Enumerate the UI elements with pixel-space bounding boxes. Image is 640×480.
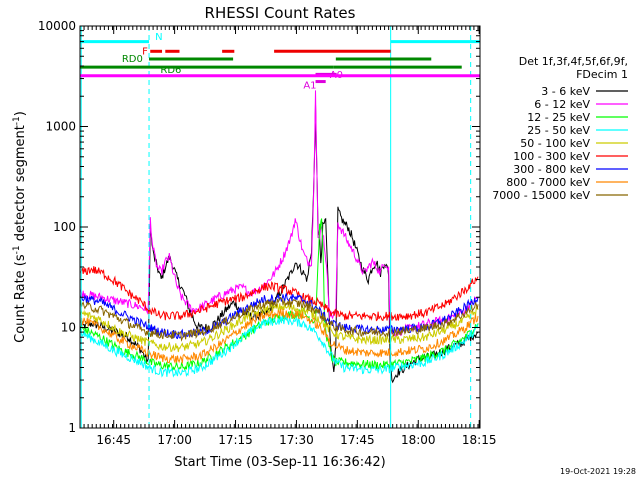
legend-entry-label: 50 - 100 keV [520,137,590,150]
x-tick-label: 17:30 [279,433,314,447]
series-line-3-6keV [80,104,479,384]
x-tick-label: 16:45 [96,433,131,447]
x-tick-label: 17:00 [157,433,192,447]
series-line-6-12keV [80,90,479,337]
chart-title: RHESSI Count Rates [205,4,356,22]
series-line-100-300keV [80,266,479,322]
flag-label-rd0: RD0 [122,54,143,65]
x-tick-label: 18:15 [462,433,497,447]
legend-entry-label: 25 - 50 keV [527,124,590,137]
legend: Det 1f,3f,4f,5f,6f,9f, FDecim 1 3 - 6 ke… [492,55,628,202]
spacecraft-flag-bars: NFRD0RD6A0A1 [80,32,480,92]
plot-frame [79,25,481,429]
x-tick-label: 17:45 [340,433,375,447]
legend-entry-label: 6 - 12 keV [534,98,590,111]
series-line-300-800keV [80,293,479,340]
series-line-25-50keV [80,314,479,378]
y-tick-label: 10000 [38,19,76,33]
series-line-800-7000keV [80,309,479,365]
legend-header-line: Det 1f,3f,4f,5f,6f,9f, [519,55,628,68]
series-line-7000-15000keV [80,296,479,342]
y-tick-label: 1 [68,421,76,435]
flag-label-a1: A1 [303,81,316,92]
series-line-12-25keV [80,218,479,372]
flag-label-f: F [142,46,148,57]
render-timestamp: 19-Oct-2021 19:28 [560,467,636,476]
y-axis-label-exponent: -1 [12,245,22,254]
series-line-50-100keV [80,302,479,353]
legend-entry-label: 3 - 6 keV [541,85,590,98]
legend-header-line: FDecim 1 [576,68,628,81]
y-axis: 1 10 100 1000 10000 [38,19,480,435]
x-tick-label: 18:00 [401,433,436,447]
y-axis-label-part: Count Rate (s [13,254,28,343]
y-tick-label: 1000 [45,120,76,134]
flag-label-n: N [155,32,162,43]
legend-entry-label: 100 - 300 keV [513,150,590,163]
legend-entry-label: 12 - 25 keV [527,111,590,124]
y-axis-label: Count Rate (s-1 detector segment-1) [12,111,28,343]
x-tick-label: 17:15 [218,433,253,447]
y-axis-label-exponent: -1 [12,116,22,125]
series-layer [80,90,479,384]
legend-entry-label: 300 - 800 keV [513,163,590,176]
legend-entry-label: 800 - 7000 keV [506,176,590,189]
y-tick-label: 100 [53,220,76,234]
legend-entry-label: 7000 - 15000 keV [492,189,590,202]
y-tick-label: 10 [61,321,76,335]
x-axis-label: Start Time (03-Sep-11 16:36:42) [174,455,385,470]
x-axis: 16:45 17:00 17:15 17:30 17:45 18:00 18:15 [79,26,497,447]
y-axis-label-part: ) [13,111,28,116]
y-axis-label-part: detector segment [13,125,28,245]
flag-label-rd6: RD6 [160,65,181,76]
